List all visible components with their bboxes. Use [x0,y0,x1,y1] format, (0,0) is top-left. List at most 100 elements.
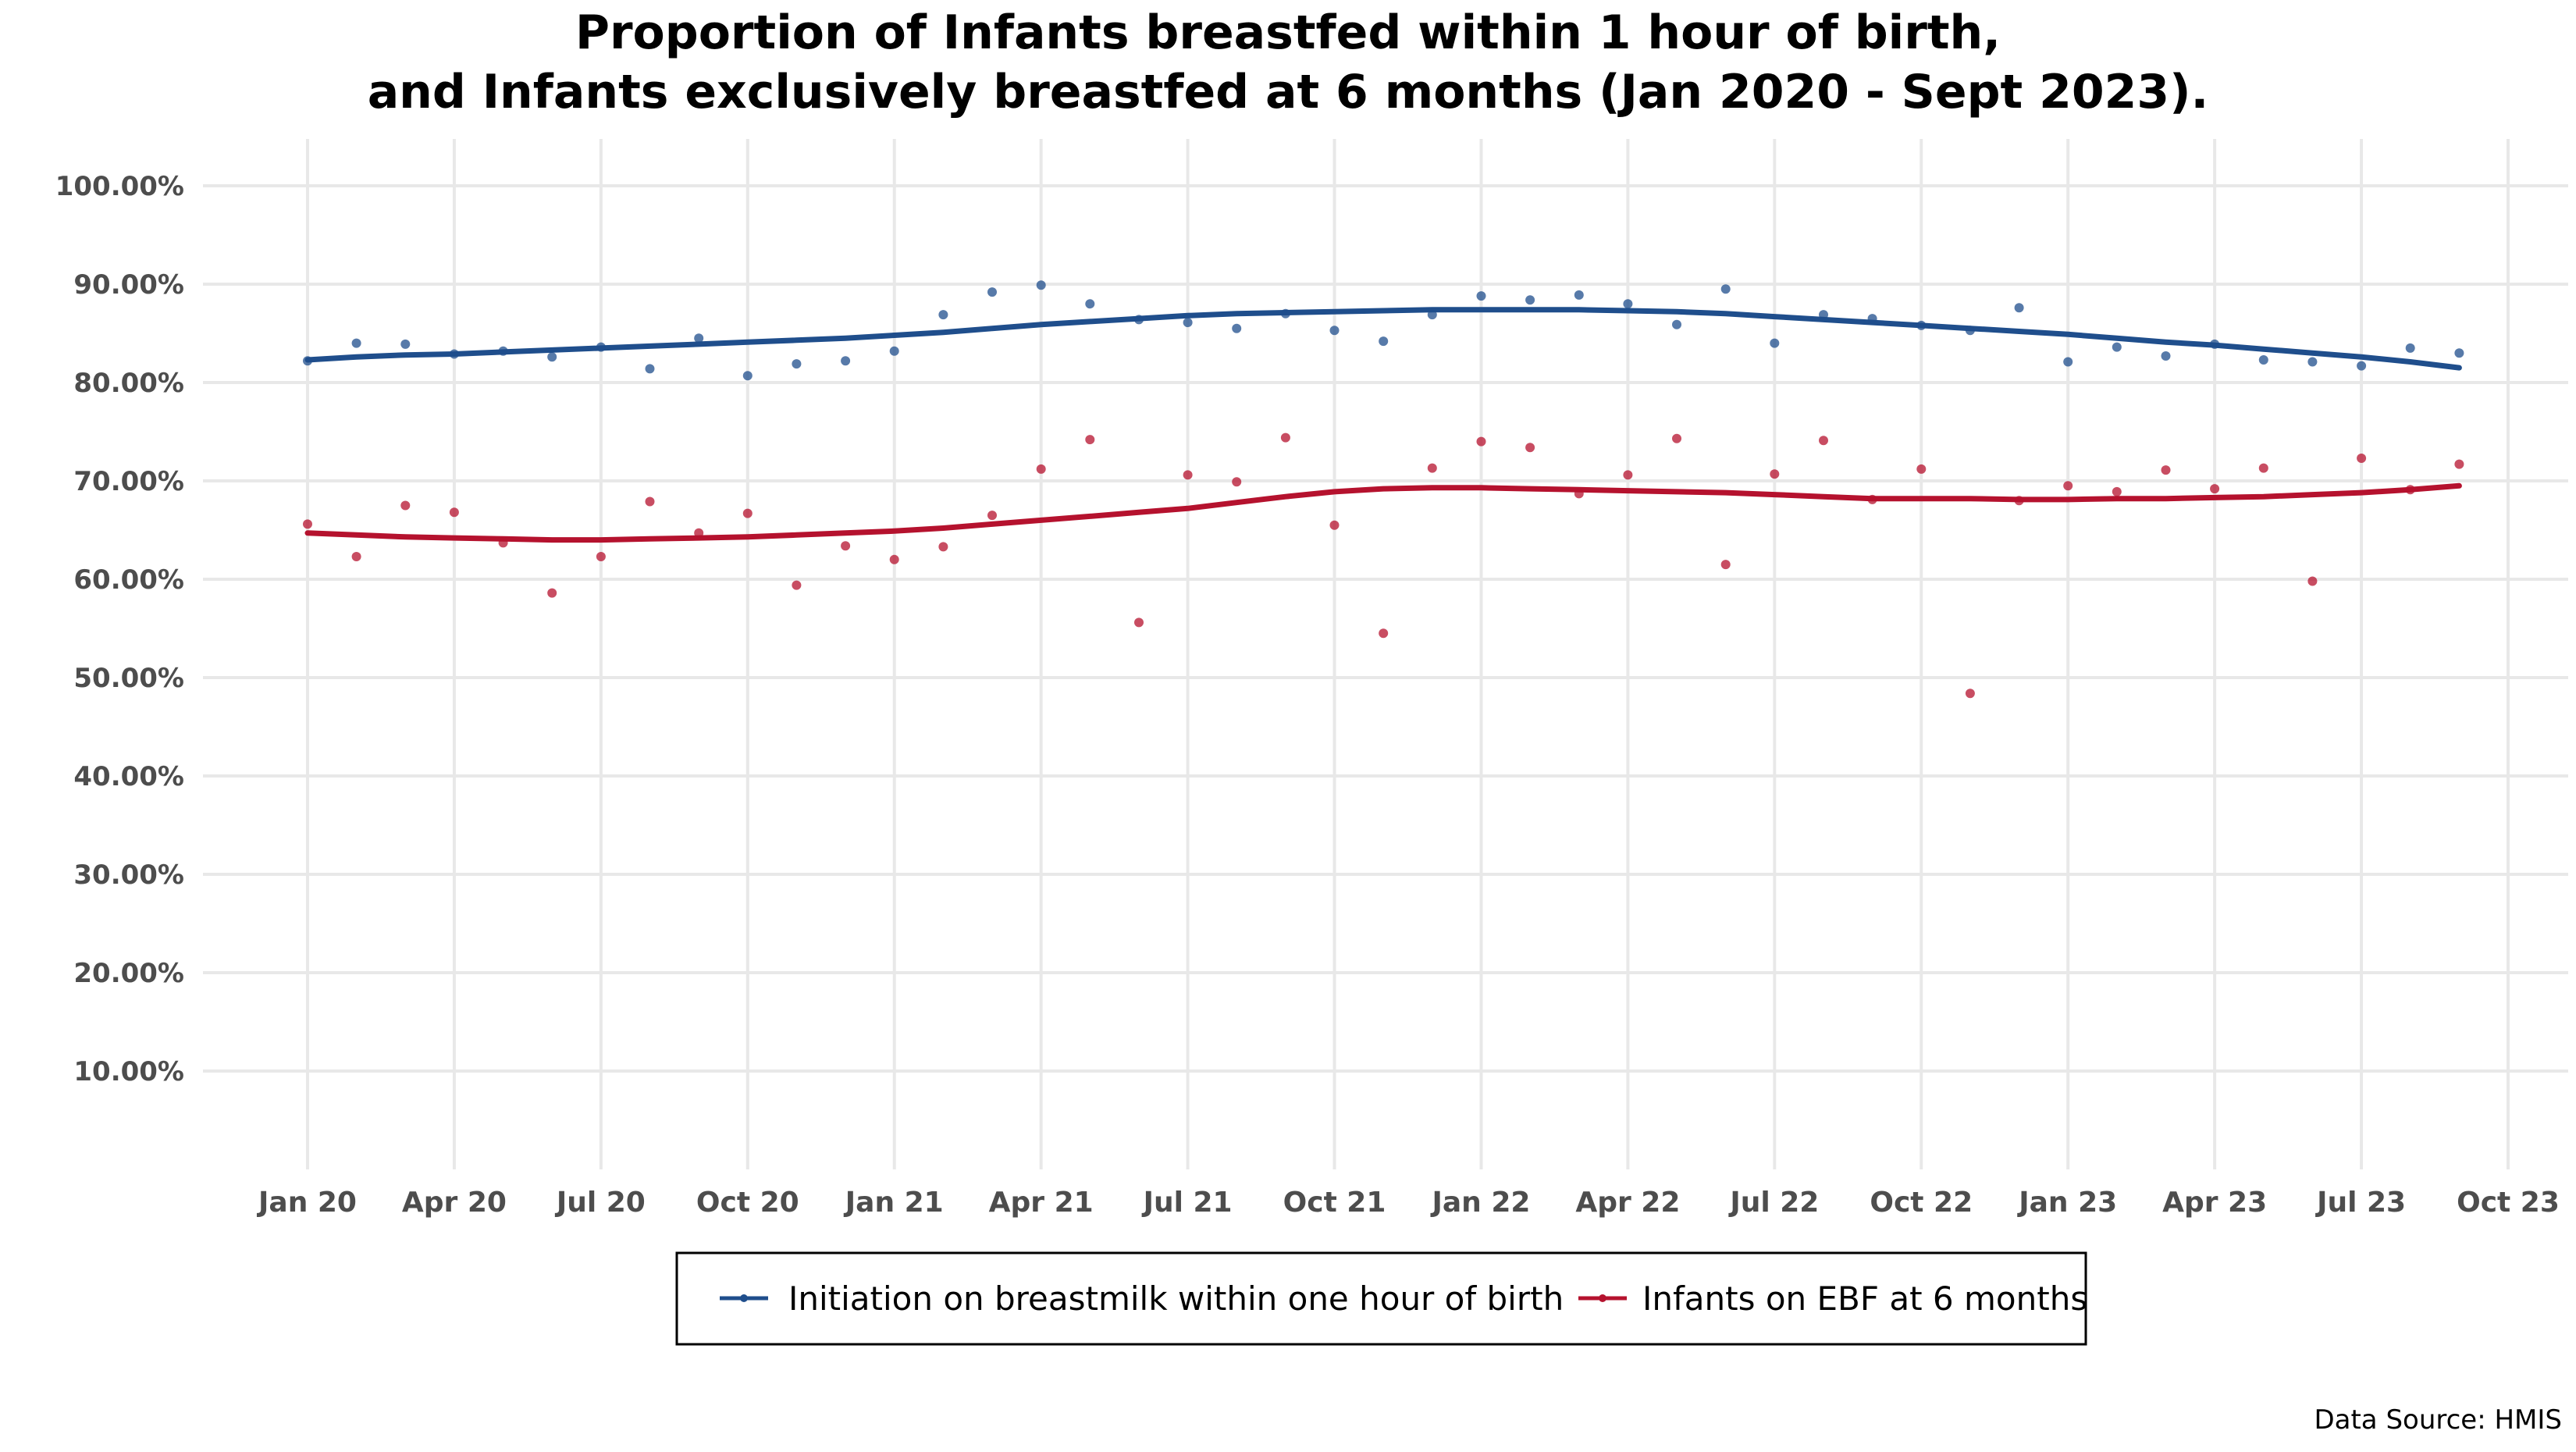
x-tick-label: Jul 21 [1141,1187,1233,1219]
data-point-ebf [596,552,606,561]
legend: Initiation on breastmilk within one hour… [675,1251,2087,1346]
data-point-initiation [2210,339,2220,349]
data-point-ebf [1574,489,1584,499]
y-tick-label: 10.00% [73,1056,184,1087]
data-point-initiation [1720,284,1731,294]
data-point-initiation [1329,326,1340,336]
data-point-initiation [1819,310,1828,320]
data-point-ebf [792,580,802,590]
data-point-ebf [1819,436,1828,446]
chart-title-line-2: and Infants exclusively breastfed at 6 m… [368,65,2209,119]
data-point-ebf [1329,520,1340,530]
legend-label-initiation: Initiation on breastmilk within one hour… [788,1279,1564,1318]
data-point-initiation [1280,308,1290,319]
chart-title-line-1: Proportion of Infants breastfed within 1… [575,5,2001,60]
data-point-ebf [645,496,655,507]
data-point-ebf [1476,436,1486,447]
data-point-ebf [1965,689,1975,699]
trend-line-initiation [304,307,2462,371]
data-point-ebf [938,542,948,552]
data-point-initiation [1036,280,1046,290]
data-point-initiation [400,339,411,349]
x-tick-label: Apr 22 [1575,1187,1680,1219]
data-point-ebf [1672,433,1681,443]
x-axis-tick-labels: Jan 20 Apr 20 Jul 20 Oct 20 Jan 21 Apr 21 Jul … [256,1187,2560,1219]
x-tick-label: Jul 22 [1727,1187,1819,1219]
data-point-ebf [449,507,459,518]
data-point-ebf [1085,435,1095,445]
x-tick-label: Oct 20 [696,1187,799,1219]
data-point-initiation [1574,290,1584,300]
data-point-initiation [1476,291,1486,301]
y-tick-label: 100.00% [55,171,184,202]
data-point-initiation [1085,299,1095,309]
data-point-initiation [742,371,753,381]
data-point-initiation [1916,320,1927,330]
data-point-initiation [694,333,704,343]
data-point-initiation [1770,338,1780,348]
x-tick-label: Jul 23 [2314,1187,2406,1219]
data-point-initiation [1672,319,1681,329]
data-point-initiation [2405,343,2415,353]
data-point-ebf [1720,560,1731,570]
data-point-ebf [1623,470,1633,480]
data-point-initiation [303,356,312,366]
data-point-ebf [1232,477,1242,487]
data-point-ebf [2014,496,2024,506]
data-point-ebf [351,552,361,561]
data-point-ebf [742,508,753,518]
series-ebf [303,432,2464,699]
x-tick-label: Jan 20 [256,1187,357,1219]
x-tick-label: Oct 21 [1283,1187,1386,1219]
data-point-initiation [1183,318,1193,328]
data-point-initiation [841,356,851,366]
x-tick-label: Oct 23 [2457,1187,2560,1219]
data-point-initiation [1867,314,1877,324]
data-point-ebf [2454,459,2464,469]
data-point-initiation [498,346,508,356]
y-tick-label: 30.00% [73,859,184,891]
series-initiation [303,280,2464,381]
data-point-initiation [2112,342,2122,352]
x-tick-label: Jul 20 [554,1187,646,1219]
data-point-initiation [1965,326,1975,336]
data-point-ebf [694,528,704,538]
x-tick-label: Jan 23 [2016,1187,2117,1219]
data-point-initiation [449,349,459,359]
data-point-initiation [1427,310,1437,320]
x-tick-label: Apr 21 [989,1187,1094,1219]
gridlines [203,139,2568,1169]
data-point-ebf [547,588,557,598]
legend-key-dot-initiation [740,1294,748,1302]
x-tick-label: Jan 22 [1429,1187,1530,1219]
x-tick-label: Apr 23 [2162,1187,2267,1219]
data-point-ebf [1183,470,1193,480]
data-point-ebf [2405,485,2415,495]
data-point-ebf [303,519,312,529]
legend-key-dot-ebf [1599,1294,1606,1302]
y-axis-tick-labels: 10.00% 20.00% 30.00% 40.00% 50.00% 60.00% 70.0… [55,171,184,1087]
data-point-ebf [2112,486,2122,496]
x-tick-label: Oct 22 [1870,1187,1973,1219]
data-point-initiation [2014,303,2024,313]
data-point-initiation [2307,357,2318,367]
data-point-initiation [987,287,997,297]
trend-line-ebf [304,482,2462,543]
data-point-ebf [841,541,851,551]
y-tick-label: 70.00% [73,466,184,497]
data-point-initiation [889,346,899,356]
data-point-ebf [1036,464,1046,474]
data-point-ebf [2357,454,2367,463]
y-tick-label: 90.00% [73,269,184,301]
data-point-ebf [1134,617,1144,628]
data-source-caption: Data Source: HMIS [2314,1404,2562,1436]
data-point-ebf [1379,628,1389,639]
data-point-ebf [987,511,997,521]
data-series [303,280,2464,699]
data-point-ebf [1916,464,1927,474]
x-tick-label: Apr 20 [402,1187,507,1219]
data-point-initiation [792,359,802,369]
data-point-ebf [1867,494,1877,504]
data-point-initiation [2357,361,2367,371]
